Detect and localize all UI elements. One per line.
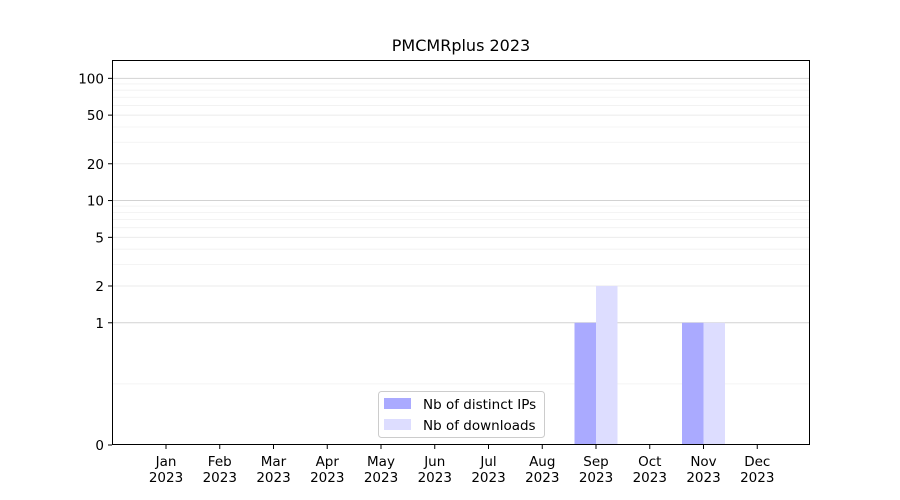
bar-distinct-ips-sep [574, 322, 596, 445]
legend-label-downloads: Nb of downloads [423, 418, 536, 434]
legend-swatch-distinct-ips [384, 398, 411, 409]
y-tick-label: 0 [95, 438, 104, 454]
y-tick-label: 20 [87, 157, 104, 173]
x-tick-label-oct: Oct 2023 [633, 454, 667, 486]
y-tick-label: 2 [95, 279, 104, 295]
x-tick-label-apr: Apr 2023 [310, 454, 344, 486]
legend: Nb of distinct IPs Nb of downloads [378, 391, 545, 438]
x-tick-label-aug: Aug 2023 [525, 454, 559, 486]
x-tick-label-mar: Mar 2023 [256, 454, 290, 486]
y-tick-label: 1 [95, 316, 104, 332]
x-tick-label-sep: Sep 2023 [579, 454, 613, 486]
x-tick-label-dec: Dec 2023 [740, 454, 774, 486]
bars-layer [574, 285, 725, 445]
y-axis: 0 1 2 5 10 20 50 100 [78, 71, 112, 454]
y-tick-label: 5 [95, 230, 104, 246]
plot-frame [112, 60, 810, 445]
y-tick-label: 100 [78, 71, 104, 87]
bar-distinct-ips-nov [682, 322, 704, 445]
x-tick-label-feb: Feb 2023 [203, 454, 237, 486]
chart-title: PMCMRplus 2023 [392, 36, 530, 55]
x-tick-label-may: May 2023 [364, 454, 398, 486]
y-tick-label: 10 [87, 194, 104, 210]
x-tick-label-jan: Jan 2023 [149, 454, 183, 486]
legend-box [378, 391, 545, 438]
legend-label-distinct-ips: Nb of distinct IPs [423, 397, 536, 413]
bar-downloads-nov [703, 322, 725, 445]
x-tick-label-jul: Jul 2023 [471, 454, 505, 486]
y-tick-label: 50 [87, 108, 104, 124]
legend-swatch-downloads [384, 419, 411, 430]
x-axis: Jan 2023 Feb 2023 Mar 2023 Apr 2023 May 2023 Jun 20… [149, 445, 774, 486]
x-tick-label-jun: Jun 2023 [418, 454, 452, 486]
x-tick-label-nov: Nov 2023 [686, 454, 720, 486]
bar-downloads-sep [596, 285, 618, 445]
